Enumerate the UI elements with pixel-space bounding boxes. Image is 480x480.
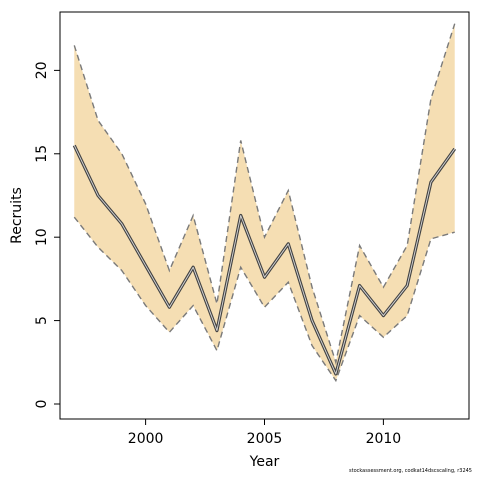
x-tick-label: 2010 [366, 431, 402, 447]
footer-credit: stockassessment.org, codkat14dscscaling,… [349, 468, 472, 474]
x-tick-label: 2000 [128, 431, 164, 447]
y-axis-label: Recruits [9, 187, 25, 244]
estimate-line-inner [73, 145, 456, 375]
y-tick-label: 5 [34, 316, 50, 325]
y-tick-label: 10 [34, 228, 50, 246]
upper-bound-line [73, 23, 456, 366]
series-line-layer [72, 23, 457, 383]
x-tick-label: 2005 [247, 431, 283, 447]
x-axis-label: Year [249, 454, 280, 470]
y-tick-label: 15 [34, 145, 50, 163]
confidence-band-layer [74, 23, 455, 381]
axis-layer: 2000 2005 2010 0 5 10 15 20 [34, 61, 401, 447]
y-tick-label: 0 [34, 400, 50, 409]
y-tick-label: 20 [34, 61, 50, 79]
confidence-band [74, 23, 455, 381]
